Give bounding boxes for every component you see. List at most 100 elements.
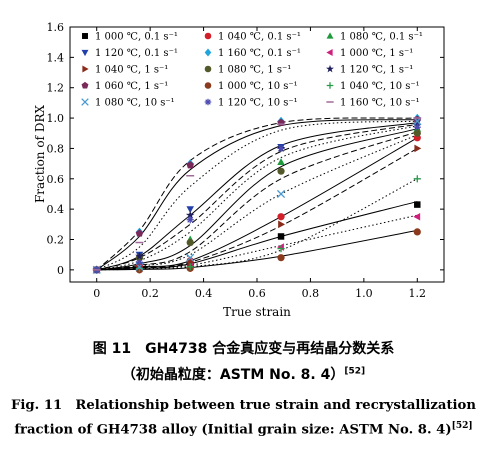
data-point-s12-p3 bbox=[276, 189, 286, 199]
legend-label-7: 1 080 ℃, 1 s⁻¹ bbox=[218, 65, 291, 76]
legend-marker-0 bbox=[82, 33, 88, 39]
x-tick-label: 1.0 bbox=[355, 287, 373, 300]
data-point-s7-p4 bbox=[413, 129, 421, 137]
legend-label-3: 1 120 ℃, 0.1 s⁻¹ bbox=[95, 48, 178, 59]
legend-label-2: 1 080 ℃, 0.1 s⁻¹ bbox=[340, 32, 423, 43]
fit-curve-0 bbox=[96, 117, 418, 271]
data-point-s11-p4 bbox=[413, 175, 421, 183]
caption-zh-line2: （初始晶粒度：ASTM No. 8. 4）[52] bbox=[121, 366, 366, 383]
fit-curve-7 bbox=[96, 131, 418, 271]
legend-label-1: 1 040 ℃, 0.1 s⁻¹ bbox=[218, 32, 301, 43]
axis-ticks: 0 0.2 0.4 0.6 0.8 1.0 1.2 0 0.2 0.4 0.6 0.8 1.0 1.2 1.… bbox=[47, 21, 444, 300]
fit-curve-9 bbox=[96, 137, 418, 271]
legend: 1 000 ℃, 0.1 s⁻¹ 1 040 ℃, 0.1 s⁻¹ 1 080 ℃,… bbox=[81, 32, 423, 109]
legend-marker-8 bbox=[326, 64, 334, 73]
y-tick-label: 0.8 bbox=[47, 142, 65, 155]
fit-curve-5 bbox=[96, 125, 418, 271]
data-point-s12-p2 bbox=[186, 253, 195, 262]
legend-marker-1 bbox=[204, 32, 212, 40]
x-tick-label: 0 bbox=[93, 287, 100, 300]
caption-en-ref: [52] bbox=[451, 421, 473, 431]
y-tick-label: 0.4 bbox=[47, 203, 65, 216]
data-point-s6-p2 bbox=[187, 258, 195, 267]
legend-label-8: 1 120 ℃, 1 s⁻¹ bbox=[340, 65, 413, 76]
x-tick-label: 0.2 bbox=[141, 287, 159, 300]
fit-curve-6 bbox=[96, 128, 418, 271]
data-point-s8-p2 bbox=[185, 210, 195, 219]
data-point-s9-p2 bbox=[186, 161, 194, 169]
data-point-s3-p2 bbox=[186, 206, 194, 214]
y-tick-label: 0.2 bbox=[47, 234, 65, 247]
fit-curve-4 bbox=[96, 123, 418, 271]
data-point-s11-p3 bbox=[277, 245, 285, 253]
data-point-s2-p3 bbox=[277, 158, 285, 165]
legend-label-13: 1 120 ℃, 10 s⁻¹ bbox=[218, 98, 298, 109]
legend-marker-2 bbox=[326, 32, 334, 39]
fit-curves bbox=[96, 117, 418, 271]
fit-curve-8 bbox=[96, 134, 418, 271]
data-point-s0-p4 bbox=[414, 201, 421, 208]
data-point-s5-p4 bbox=[413, 212, 421, 221]
data-point-s6-p3 bbox=[278, 220, 285, 229]
legend-label-9: 1 060 ℃, 1 s⁻¹ bbox=[95, 81, 168, 92]
y-tick-label: 0.6 bbox=[47, 173, 65, 186]
legend-marker-7 bbox=[204, 65, 212, 73]
fit-curve-10 bbox=[96, 147, 418, 271]
y-tick-label: 0 bbox=[57, 264, 64, 277]
legend-marker-12 bbox=[81, 98, 89, 106]
data-point-s10-p4 bbox=[413, 228, 421, 236]
data-point-s7-p3 bbox=[277, 167, 285, 175]
legend-marker-9 bbox=[81, 81, 89, 89]
y-tick-label: 1.2 bbox=[47, 82, 65, 95]
x-tick-label: 0.6 bbox=[248, 287, 266, 300]
data-point-s13-p4 bbox=[413, 123, 421, 131]
legend-marker-5 bbox=[326, 49, 333, 56]
x-tick-label: 0.4 bbox=[195, 287, 213, 300]
data-point-s13-p1 bbox=[135, 258, 144, 266]
legend-label-12: 1 080 ℃, 10 s⁻¹ bbox=[95, 98, 175, 109]
data-point-s11-p2 bbox=[186, 263, 194, 271]
data-point-s0-p3 bbox=[277, 233, 285, 240]
fit-curve-14 bbox=[96, 229, 418, 271]
y-tick-label: 1.6 bbox=[47, 21, 65, 34]
drx-fraction-chart: 0 0.2 0.4 0.6 0.8 1.0 1.2 0 0.2 0.4 0.6 0.8 1.0 1.2 1.… bbox=[33, 21, 445, 319]
caption-en-line2: fraction of GH4738 alloy (Initial grain … bbox=[14, 421, 473, 438]
legend-marker-13 bbox=[204, 98, 212, 106]
legend-label-10: 1 000 ℃, 10 s⁻¹ bbox=[218, 81, 298, 92]
data-point-s7-p2 bbox=[186, 238, 194, 247]
y-tick-label: 1.4 bbox=[47, 51, 65, 64]
legend-marker-6 bbox=[82, 65, 89, 73]
data-point-s10-p3 bbox=[277, 254, 285, 262]
legend-label-4: 1 160 ℃, 0.1 s⁻¹ bbox=[218, 48, 301, 59]
caption-zh-ref: [52] bbox=[344, 366, 366, 377]
legend-label-5: 1 000 ℃, 1 s⁻¹ bbox=[340, 48, 413, 59]
x-axis-title: True strain bbox=[223, 305, 291, 319]
x-tick-label: 1.2 bbox=[409, 287, 427, 300]
fit-curve-2 bbox=[96, 120, 418, 271]
legend-label-6: 1 040 ℃, 1 s⁻¹ bbox=[95, 65, 168, 76]
legend-marker-4 bbox=[204, 48, 212, 57]
fit-curve-12 bbox=[96, 214, 418, 271]
legend-label-11: 1 040 ℃, 10 s⁻¹ bbox=[340, 81, 420, 92]
caption-zh-line1: 图 11 GH4738 合金真应变与再结晶分数关系 bbox=[92, 341, 395, 357]
data-markers bbox=[92, 113, 422, 275]
y-axis-title: Fraction of DRX bbox=[33, 105, 47, 204]
legend-marker-11 bbox=[326, 82, 334, 89]
data-point-s13-p2 bbox=[186, 216, 194, 224]
data-point-s6-p4 bbox=[414, 144, 422, 153]
x-tick-label: 0.8 bbox=[302, 287, 320, 300]
legend-marker-3 bbox=[81, 49, 89, 57]
caption-en-line1: Fig. 11 Relationship between true strain… bbox=[11, 398, 476, 413]
fit-curve-13 bbox=[96, 178, 418, 271]
data-point-s13-p3 bbox=[277, 144, 285, 153]
legend-marker-10 bbox=[204, 82, 212, 89]
data-point-s8-p1 bbox=[135, 251, 144, 260]
data-point-s1-p3 bbox=[277, 213, 285, 221]
fit-curve-1 bbox=[96, 119, 418, 271]
legend-label-14: 1 160 ℃, 10 s⁻¹ bbox=[340, 98, 420, 109]
data-point-s9-p1 bbox=[135, 229, 144, 237]
legend-label-0: 1 000 ℃, 0.1 s⁻¹ bbox=[95, 32, 178, 43]
fit-curve-3 bbox=[96, 122, 418, 271]
fit-curve-11 bbox=[96, 201, 418, 271]
